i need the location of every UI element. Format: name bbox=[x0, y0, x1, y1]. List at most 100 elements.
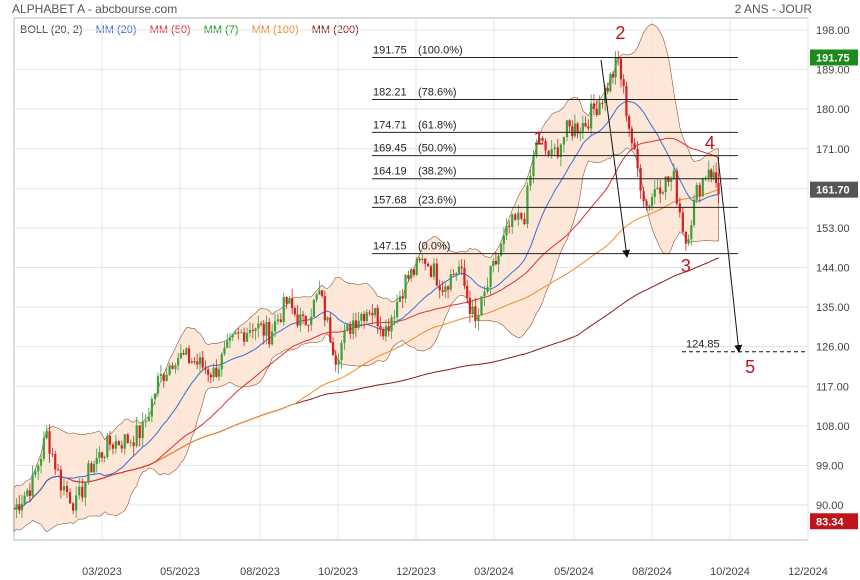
candle-body bbox=[245, 332, 249, 342]
candle-body bbox=[190, 361, 193, 363]
candle-body bbox=[695, 185, 698, 200]
wave-arrow-1 bbox=[600, 59, 631, 258]
candle-body bbox=[712, 172, 715, 178]
candle-body bbox=[26, 490, 29, 496]
candle-body bbox=[293, 308, 296, 315]
price-tag-low: 83.34 bbox=[816, 516, 844, 528]
candle-body bbox=[212, 367, 215, 378]
y-tick-label: 90.00 bbox=[816, 500, 844, 512]
candle-body bbox=[147, 416, 150, 422]
candle-body bbox=[185, 348, 188, 355]
candle-body bbox=[382, 329, 385, 337]
candle-body bbox=[282, 297, 285, 322]
candle-body bbox=[565, 120, 569, 138]
candle-body bbox=[315, 294, 318, 300]
x-tick-label: 08/2024 bbox=[632, 566, 672, 578]
candle-body bbox=[538, 137, 541, 143]
candle-body bbox=[251, 330, 254, 332]
candle-body bbox=[407, 275, 410, 279]
y-tick-label: 171.00 bbox=[816, 144, 850, 156]
candle-body bbox=[424, 258, 427, 264]
candle-body bbox=[259, 323, 263, 325]
candle-body bbox=[619, 58, 623, 80]
candle-body bbox=[31, 474, 34, 497]
candle-body bbox=[639, 168, 642, 191]
candle-body bbox=[141, 421, 144, 439]
candle-body bbox=[438, 285, 441, 291]
candle-body bbox=[547, 150, 550, 156]
candle-body bbox=[681, 212, 684, 232]
chart-period: 2 ANS - JOUR bbox=[734, 2, 812, 16]
candle-body bbox=[455, 273, 458, 275]
candle-body bbox=[204, 367, 207, 370]
candle-body bbox=[291, 298, 294, 309]
candle-body bbox=[471, 306, 474, 314]
candle-body bbox=[710, 169, 713, 178]
candle-body bbox=[659, 187, 662, 194]
candle-body bbox=[587, 126, 590, 129]
candle-body bbox=[568, 120, 571, 127]
target-label: 124.85 bbox=[686, 339, 720, 351]
y-tick-label: 189.00 bbox=[816, 65, 850, 77]
candle-body bbox=[614, 57, 617, 78]
candle-body bbox=[444, 286, 447, 292]
candle-body bbox=[675, 170, 678, 204]
candle-body bbox=[645, 201, 648, 207]
price-tag-last-bg bbox=[810, 181, 858, 198]
candle-body bbox=[541, 137, 544, 141]
candle-body bbox=[150, 398, 153, 417]
candle-body bbox=[174, 365, 177, 369]
candle-body bbox=[387, 326, 390, 332]
candle-body bbox=[500, 244, 503, 256]
candle-body bbox=[248, 330, 252, 333]
candle-body bbox=[393, 316, 396, 318]
candle-body bbox=[401, 296, 404, 299]
candle-body bbox=[656, 187, 659, 190]
price-tag-low-bg bbox=[810, 513, 858, 530]
candle-body bbox=[404, 275, 407, 299]
candle-body bbox=[523, 218, 526, 225]
candle-body bbox=[441, 290, 444, 292]
candle-body bbox=[707, 169, 710, 178]
candle-body bbox=[611, 73, 615, 78]
candle-body bbox=[159, 374, 162, 377]
candle-body bbox=[334, 355, 337, 365]
fib-pct-label: (50.0%) bbox=[418, 143, 457, 155]
candle-body bbox=[106, 435, 109, 457]
candle-body bbox=[329, 317, 332, 343]
candle-body bbox=[429, 266, 433, 277]
y-tick-label: 198.00 bbox=[816, 25, 850, 37]
fib-pct-label: (38.2%) bbox=[418, 166, 457, 178]
candle-body bbox=[120, 445, 123, 449]
fib-level-label: 157.68 bbox=[373, 194, 407, 206]
candle-body bbox=[412, 269, 416, 275]
candle-body bbox=[550, 149, 553, 156]
candle-body bbox=[517, 212, 520, 220]
candle-body bbox=[312, 299, 316, 317]
candle-body bbox=[556, 147, 559, 157]
wave-label-1: 1 bbox=[534, 128, 544, 148]
candle-body bbox=[432, 263, 436, 277]
candle-body bbox=[179, 352, 182, 359]
candle-body bbox=[368, 312, 371, 314]
candle-body bbox=[75, 495, 78, 511]
candle-body bbox=[39, 458, 43, 466]
candle-body bbox=[466, 285, 469, 298]
candle-body bbox=[365, 312, 368, 322]
candle-body bbox=[123, 434, 126, 449]
candle-body bbox=[271, 331, 274, 345]
candle-body bbox=[715, 172, 718, 184]
y-tick-label: 135.00 bbox=[816, 302, 850, 314]
fib-level-label: 191.75 bbox=[373, 44, 407, 56]
candle-body bbox=[144, 421, 147, 423]
candle-body bbox=[215, 367, 218, 377]
candle-body bbox=[95, 458, 98, 465]
candle-body bbox=[446, 286, 450, 290]
x-tick-label: 12/2024 bbox=[788, 566, 828, 578]
candle-body bbox=[553, 147, 556, 150]
candle-body bbox=[37, 465, 40, 472]
candle-body bbox=[573, 123, 577, 137]
candle-body bbox=[426, 263, 430, 267]
candle-body bbox=[301, 314, 305, 316]
candle-body bbox=[20, 503, 24, 511]
